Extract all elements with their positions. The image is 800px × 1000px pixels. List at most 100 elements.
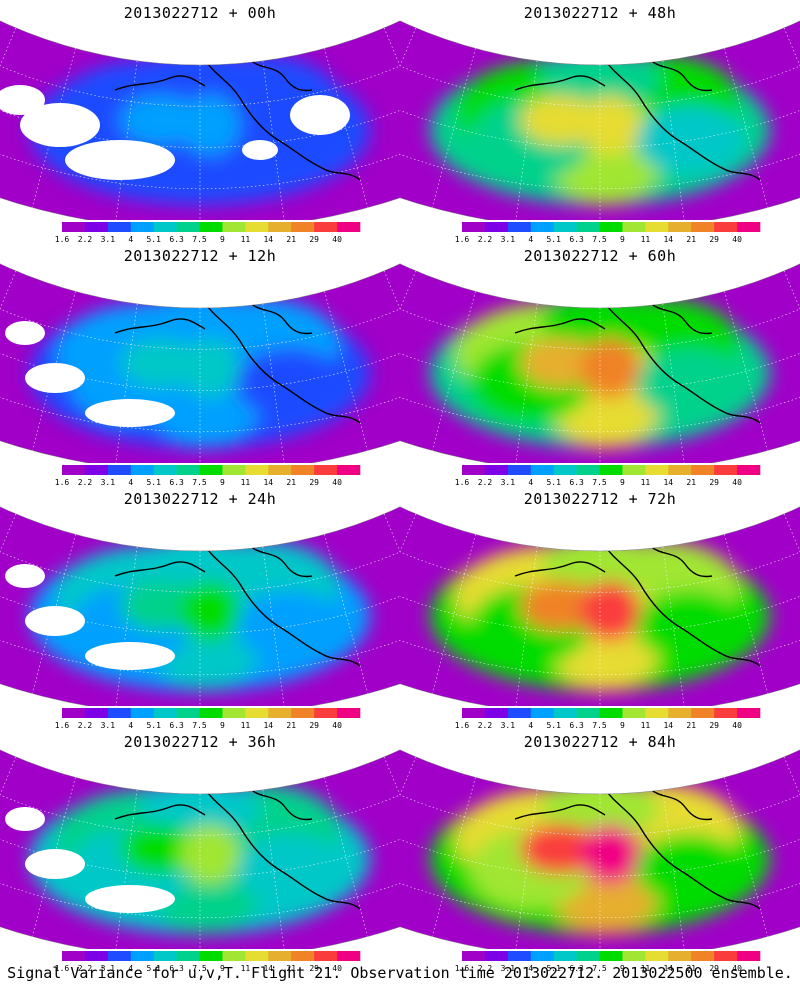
colorbar-swatch bbox=[222, 951, 246, 961]
colorbar-tick-label: 9 bbox=[220, 721, 225, 730]
colorbar-swatch bbox=[737, 465, 761, 475]
colorbar-tick-label: 40 bbox=[732, 235, 742, 244]
colorbar-tick-label: 2.2 bbox=[78, 478, 93, 487]
colorbar-swatch bbox=[337, 222, 361, 232]
colorbar-tick-label: 4 bbox=[528, 478, 533, 487]
colorbar-tick-label: 6.3 bbox=[169, 235, 184, 244]
colorbar-tick-label: 2.2 bbox=[478, 235, 493, 244]
colorbar-swatch bbox=[668, 951, 692, 961]
colorbar-swatch bbox=[484, 708, 509, 718]
colorbar-tick-label: 29 bbox=[309, 478, 319, 487]
colorbar-swatch bbox=[62, 708, 86, 718]
colorbar-swatch bbox=[530, 465, 554, 475]
colorbar-swatch bbox=[199, 951, 223, 961]
map-panel-72h: 2013022712 + 72h 1.6 2.2 3.1 4 5.1 6.3 7.5 9 11 14… bbox=[400, 486, 800, 734]
colorbar-tick-label: 11 bbox=[241, 721, 251, 730]
colorbar-tick-label: 5.1 bbox=[146, 964, 161, 973]
colorbar-swatch bbox=[176, 465, 200, 475]
panel-title: 2013022712 + 48h bbox=[523, 4, 677, 22]
colorbar-swatch bbox=[153, 465, 177, 475]
colorbar-tick-label: 2.2 bbox=[478, 964, 493, 973]
colorbar-tick-label: 3.1 bbox=[501, 721, 516, 730]
colorbar-tick-label: 14 bbox=[263, 721, 273, 730]
colorbar: 1.6 2.2 3.1 4 5.1 6.3 7.5 9 11 14 21 29 40 bbox=[55, 465, 361, 487]
colorbar-swatch bbox=[668, 708, 692, 718]
colorbar-tick-label: 4 bbox=[528, 235, 533, 244]
colorbar-swatch bbox=[245, 708, 269, 718]
colorbar-tick-label: 5.1 bbox=[546, 478, 561, 487]
colorbar-swatch bbox=[622, 951, 646, 961]
colorbar-swatch bbox=[507, 708, 532, 718]
colorbar-tick-label: 40 bbox=[732, 721, 742, 730]
colorbar-swatch bbox=[645, 708, 669, 718]
colorbar-swatch bbox=[530, 951, 554, 961]
colorbar-tick-label: 2.2 bbox=[78, 964, 93, 973]
colorbar-swatch bbox=[199, 222, 223, 232]
colorbar-tick-label: 5.1 bbox=[546, 964, 561, 973]
colorbar-swatch bbox=[599, 951, 623, 961]
colorbar-tick-label: 5.1 bbox=[146, 235, 161, 244]
colorbar-tick-label: 3.1 bbox=[501, 235, 516, 244]
colorbar-swatch bbox=[84, 465, 109, 475]
colorbar-tick-label: 3.1 bbox=[501, 964, 516, 973]
colorbar-swatch bbox=[576, 465, 600, 475]
map-panel-36h: 2013022712 + 36h 1.6 2.2 3.1 4 5.1 6.3 7.5 9 11 14… bbox=[0, 729, 400, 977]
map-panel-48h: 2013022712 + 48h 1.6 2.2 3.1 4 5.1 6.3 7.5 9 11 14… bbox=[400, 0, 800, 248]
colorbar-swatch bbox=[130, 708, 154, 718]
colorbar-tick-label: 21 bbox=[286, 235, 296, 244]
colorbar-tick-label: 40 bbox=[332, 721, 342, 730]
colorbar: 1.6 2.2 3.1 4 5.1 6.3 7.5 9 11 14 21 29 40 bbox=[455, 951, 761, 973]
variance-map bbox=[400, 20, 800, 220]
colorbar-tick-label: 9 bbox=[620, 964, 625, 973]
colorbar-tick-label: 7.5 bbox=[592, 478, 607, 487]
colorbar-swatch bbox=[737, 708, 761, 718]
colorbar-swatch bbox=[107, 465, 132, 475]
variance-map bbox=[0, 506, 400, 706]
colorbar-tick-label: 6.3 bbox=[569, 964, 584, 973]
colorbar: 1.6 2.2 3.1 4 5.1 6.3 7.5 9 11 14 21 29 40 bbox=[455, 465, 761, 487]
colorbar-tick-label: 40 bbox=[732, 964, 742, 973]
colorbar-tick-label: 6.3 bbox=[569, 721, 584, 730]
colorbar-tick-label: 7.5 bbox=[192, 478, 207, 487]
colorbar-tick-label: 4 bbox=[528, 721, 533, 730]
map-panel-24h: 2013022712 + 24h 1.6 2.2 3.1 4 5.1 6.3 7.5 9 11 14… bbox=[0, 486, 400, 734]
colorbar-swatch bbox=[314, 222, 338, 232]
colorbar-tick-label: 14 bbox=[663, 235, 673, 244]
colorbar-tick-label: 1.6 bbox=[55, 235, 70, 244]
colorbar-tick-label: 9 bbox=[220, 478, 225, 487]
colorbar-tick-label: 29 bbox=[309, 235, 319, 244]
colorbar-swatch bbox=[268, 222, 292, 232]
colorbar-tick-label: 9 bbox=[620, 235, 625, 244]
colorbar-tick-label: 6.3 bbox=[569, 478, 584, 487]
colorbar-tick-label: 9 bbox=[620, 478, 625, 487]
colorbar-tick-label: 29 bbox=[709, 721, 719, 730]
colorbar-swatch bbox=[268, 708, 292, 718]
colorbar-tick-label: 40 bbox=[332, 964, 342, 973]
colorbar-tick-label: 1.6 bbox=[455, 478, 470, 487]
colorbar-swatch bbox=[691, 708, 715, 718]
variance-map bbox=[0, 20, 400, 220]
colorbar-tick-label: 1.6 bbox=[455, 235, 470, 244]
colorbar-tick-label: 5.1 bbox=[146, 721, 161, 730]
colorbar-swatch bbox=[553, 708, 577, 718]
colorbar-swatch bbox=[222, 708, 246, 718]
colorbar-swatch bbox=[622, 222, 646, 232]
colorbar-swatch bbox=[484, 222, 509, 232]
colorbar: 1.6 2.2 3.1 4 5.1 6.3 7.5 9 11 14 21 29 40 bbox=[455, 708, 761, 730]
colorbar-tick-label: 3.1 bbox=[101, 478, 116, 487]
colorbar-tick-label: 6.3 bbox=[569, 235, 584, 244]
colorbar-tick-label: 29 bbox=[309, 721, 319, 730]
colorbar-swatch bbox=[222, 465, 246, 475]
colorbar-tick-label: 3.1 bbox=[101, 964, 116, 973]
colorbar-swatch bbox=[691, 951, 715, 961]
panel-title: 2013022712 + 12h bbox=[123, 247, 277, 265]
colorbar-tick-label: 9 bbox=[220, 964, 225, 973]
colorbar-tick-label: 1.6 bbox=[455, 964, 470, 973]
colorbar-tick-label: 4 bbox=[128, 721, 133, 730]
colorbar-tick-label: 7.5 bbox=[592, 964, 607, 973]
colorbar-tick-label: 3.1 bbox=[101, 235, 116, 244]
colorbar-swatch bbox=[199, 465, 223, 475]
map-panel-84h: 2013022712 + 84h 1.6 2.2 3.1 4 5.1 6.3 7.5 9 11 14… bbox=[400, 729, 800, 977]
colorbar-tick-label: 21 bbox=[686, 478, 696, 487]
colorbar-swatch bbox=[714, 708, 738, 718]
